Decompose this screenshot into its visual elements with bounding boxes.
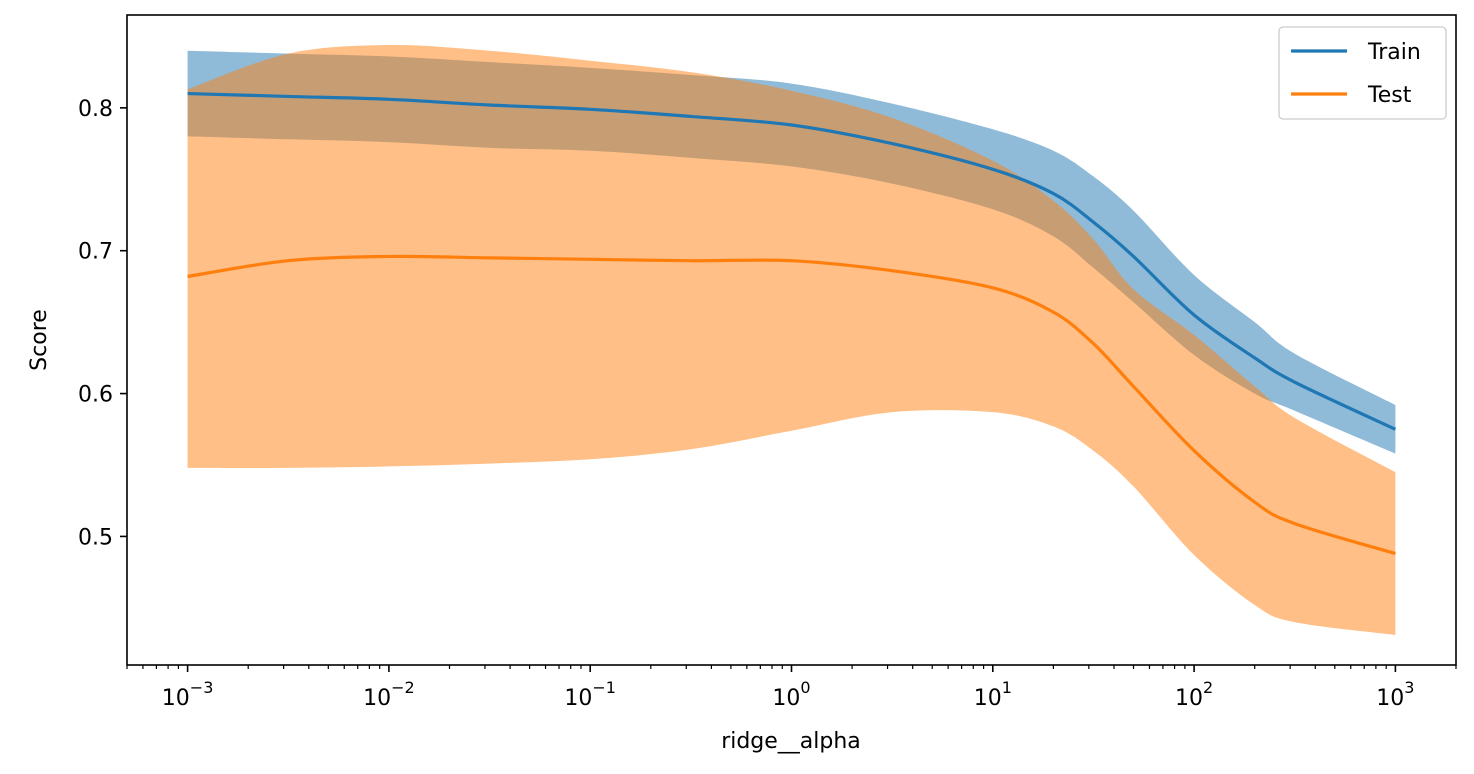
y-tick-label: 0.8	[78, 97, 113, 122]
legend: Train Test	[1278, 26, 1447, 120]
y-tick-label: 0.5	[78, 525, 113, 550]
legend-label-test: Test	[1367, 83, 1412, 108]
y-tick-label: 0.7	[78, 240, 113, 265]
line-test	[187, 254, 1396, 556]
x-tick-label: 102	[1175, 678, 1213, 711]
x-tick-label: 103	[1376, 678, 1414, 711]
legend-label-train: Train	[1367, 40, 1421, 65]
y-tick-label: 0.6	[78, 383, 113, 408]
x-axis-label: ridge__alpha	[721, 729, 861, 754]
series-lines	[187, 91, 1397, 556]
x-tick-label: 101	[974, 678, 1012, 711]
legend-box	[1278, 26, 1447, 120]
y-axis-label: Score	[27, 309, 52, 371]
line-train	[187, 91, 1397, 431]
x-tick-label: 10−3	[162, 678, 214, 711]
x-tick-label: 10−2	[363, 678, 415, 711]
x-tick-label: 10−1	[564, 678, 616, 711]
x-tick-label: 100	[772, 678, 810, 711]
x-axis-ticks: 10−3 10−2 10−1 100 101 102 103	[126, 665, 1457, 711]
confidence-bands	[187, 44, 1396, 635]
y-axis-ticks: 0.5 0.6 0.7 0.8	[78, 97, 127, 550]
band-test	[187, 44, 1396, 635]
